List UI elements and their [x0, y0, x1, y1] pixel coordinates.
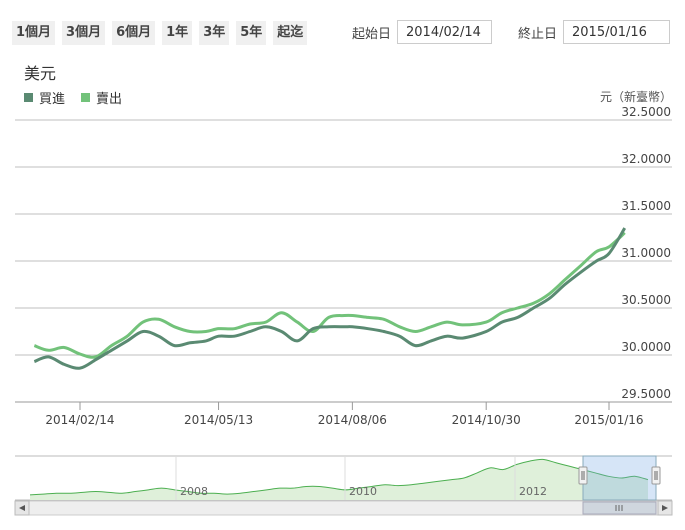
end-date-input[interactable]	[563, 20, 671, 44]
unit-label: 元（新臺幣）	[599, 90, 672, 104]
y-tick-label-6: 29.5000	[621, 387, 671, 401]
legend: 買進 賣出	[24, 88, 138, 107]
legend-item-buy[interactable]: 買進	[24, 88, 65, 107]
start-date-label: 起始日	[352, 26, 392, 42]
series-line-sell	[33, 231, 626, 359]
y-tick-label-0: 32.5000	[621, 105, 671, 119]
y-tick-label-4: 30.5000	[621, 293, 671, 307]
range-selector: 1個月 3個月 6個月 1年 3年 5年 起迄	[12, 20, 314, 46]
navigator-handle-right[interactable]	[651, 466, 661, 485]
scrollbar-track[interactable]	[14, 500, 673, 516]
range-button-0[interactable]: 1個月	[12, 21, 56, 45]
navigator-year-label-2: 2012	[519, 485, 547, 498]
navigator-year-label-0: 2008	[180, 485, 208, 498]
scrollbar-right-arrow-icon	[662, 505, 668, 511]
range-button-1[interactable]: 3個月	[62, 21, 106, 45]
x-tick-label-1: 2014/05/13	[184, 413, 253, 427]
x-tick-label-0: 2014/02/14	[45, 413, 114, 427]
navigator-year-label-1: 2010	[349, 485, 377, 498]
range-button-6[interactable]: 起迄	[273, 21, 308, 45]
chart-title: 美元	[24, 64, 57, 83]
y-tick-label-5: 30.0000	[621, 340, 671, 354]
start-date-group: 起始日	[352, 20, 493, 44]
x-tick-label-3: 2014/10/30	[452, 413, 521, 427]
legend-swatch-buy	[24, 93, 33, 102]
x-tick-label-4: 2015/01/16	[574, 413, 643, 427]
range-button-4[interactable]: 3年	[199, 21, 230, 45]
navigator-area	[30, 459, 648, 500]
start-date-input[interactable]	[397, 20, 493, 44]
y-tick-label-3: 31.0000	[621, 246, 671, 260]
scrollbar-left-arrow-icon	[19, 505, 25, 511]
navigator-handle-left[interactable]	[578, 466, 588, 485]
end-date-group: 終止日	[518, 20, 671, 44]
y-tick-label-2: 31.5000	[621, 199, 671, 213]
legend-label-buy: 買進	[39, 92, 66, 107]
x-tick-label-2: 2014/08/06	[318, 413, 387, 427]
series-line-buy	[33, 227, 627, 370]
range-button-2[interactable]: 6個月	[112, 21, 156, 45]
end-date-label: 終止日	[518, 26, 558, 42]
legend-swatch-sell	[81, 93, 91, 102]
navigator-line	[29, 458, 649, 496]
legend-item-sell[interactable]: 賣出	[81, 88, 122, 107]
y-tick-label-1: 32.0000	[621, 152, 671, 166]
range-button-5[interactable]: 5年	[236, 21, 267, 45]
navigator-selection	[582, 455, 657, 501]
range-button-3[interactable]: 1年	[162, 21, 193, 45]
legend-label-sell: 賣出	[96, 92, 123, 107]
